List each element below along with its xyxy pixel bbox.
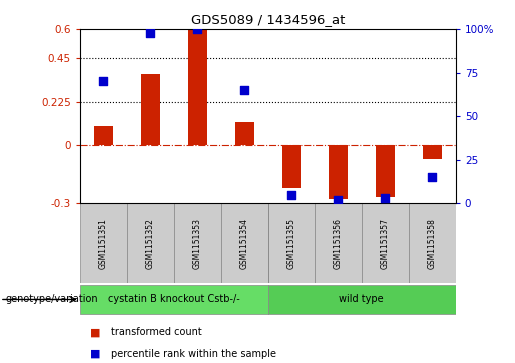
- Text: GSM1151357: GSM1151357: [381, 218, 390, 269]
- Bar: [141, 74, 160, 145]
- FancyBboxPatch shape: [362, 203, 409, 283]
- Point: [381, 195, 389, 201]
- Bar: [423, 145, 442, 159]
- FancyBboxPatch shape: [80, 285, 268, 314]
- Point: [193, 26, 201, 32]
- Text: wild type: wild type: [339, 294, 384, 305]
- Text: GSM1151358: GSM1151358: [428, 218, 437, 269]
- Bar: [94, 126, 113, 145]
- FancyBboxPatch shape: [221, 203, 268, 283]
- Text: genotype/variation: genotype/variation: [5, 294, 98, 305]
- Text: GSM1151351: GSM1151351: [99, 218, 108, 269]
- Bar: [329, 145, 348, 199]
- Text: GSM1151354: GSM1151354: [240, 218, 249, 269]
- Title: GDS5089 / 1434596_at: GDS5089 / 1434596_at: [191, 13, 345, 26]
- FancyBboxPatch shape: [268, 203, 315, 283]
- FancyBboxPatch shape: [174, 203, 221, 283]
- Point: [240, 87, 248, 93]
- Point: [428, 174, 436, 180]
- Text: ■: ■: [90, 348, 100, 359]
- FancyBboxPatch shape: [409, 203, 456, 283]
- Point: [334, 197, 342, 203]
- Bar: [282, 145, 301, 188]
- Bar: [235, 122, 254, 145]
- Bar: [188, 29, 207, 145]
- Text: GSM1151355: GSM1151355: [287, 218, 296, 269]
- Text: GSM1151353: GSM1151353: [193, 218, 202, 269]
- Text: GSM1151352: GSM1151352: [146, 218, 155, 269]
- Point: [146, 30, 154, 36]
- Point: [287, 192, 296, 197]
- FancyBboxPatch shape: [127, 203, 174, 283]
- FancyBboxPatch shape: [315, 203, 362, 283]
- Bar: [376, 145, 394, 197]
- Text: GSM1151356: GSM1151356: [334, 218, 343, 269]
- Text: percentile rank within the sample: percentile rank within the sample: [111, 348, 276, 359]
- FancyBboxPatch shape: [80, 203, 127, 283]
- Text: transformed count: transformed count: [111, 327, 201, 337]
- Point: [99, 78, 108, 84]
- FancyBboxPatch shape: [268, 285, 456, 314]
- Text: cystatin B knockout Cstb-/-: cystatin B knockout Cstb-/-: [108, 294, 239, 305]
- Text: ■: ■: [90, 327, 100, 337]
